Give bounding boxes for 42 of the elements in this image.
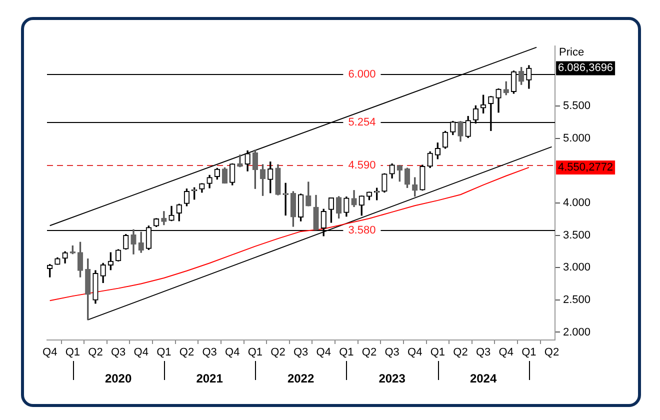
x-tick-label: Q2 xyxy=(88,346,103,359)
y-tick-label: 5.500 xyxy=(563,100,591,112)
ref-line-label: 5.254 xyxy=(348,116,376,129)
x-tick-label: Q1 xyxy=(156,346,172,359)
y-tick-label: 2.500 xyxy=(563,294,591,306)
y-tick-label: 3.000 xyxy=(563,262,591,274)
x-tick-label: Q4 xyxy=(225,346,240,359)
y-tick-label: 5.000 xyxy=(563,132,591,144)
annotation: 4.550,2772 xyxy=(558,161,614,174)
x-tick-label: Q4 xyxy=(316,346,331,359)
x-tick-label: Q3 xyxy=(476,346,491,359)
ref-line-label: 4.590 xyxy=(348,160,376,172)
x-tick-label: Q4 xyxy=(408,346,422,359)
ref-line-label: 3.580 xyxy=(348,224,376,237)
x-tick-label: Q4 xyxy=(134,346,148,359)
x-tick-label: Q2 xyxy=(362,346,377,359)
x-tick-label: Q1 xyxy=(339,346,354,359)
y-tick-label: 3.500 xyxy=(563,229,591,242)
x-tick-label: Q1 xyxy=(430,346,446,359)
annotation: 6.086,3696 xyxy=(558,62,614,74)
x-tick-label: Q4 xyxy=(42,346,58,359)
x-tick-label: Q3 xyxy=(293,346,308,359)
x2-tick-label: 2020 xyxy=(104,372,132,386)
x-tick-label: Q1 xyxy=(248,346,263,359)
x-tick-label: Q2 xyxy=(270,346,286,359)
x-tick-label: Q2 xyxy=(453,346,468,359)
x-tick-label: Q3 xyxy=(384,346,400,359)
y-tick-label: 2.000 xyxy=(563,326,591,338)
x-tick-label: Q3 xyxy=(202,346,217,359)
ref-line-label: 6.000 xyxy=(348,68,376,81)
x-tick-label: Q3 xyxy=(110,346,126,359)
x-tick-label: Q1 xyxy=(65,346,80,359)
y-axis-title: Price xyxy=(559,46,584,59)
x2-tick-label: 2021 xyxy=(196,372,224,386)
x-tick-label: Q4 xyxy=(498,346,514,359)
x-tick-label: Q2 xyxy=(544,346,560,359)
x2-tick-label: 2022 xyxy=(287,372,314,386)
x2-tick-label: 2023 xyxy=(378,372,406,386)
y-tick-label: 4.000 xyxy=(563,197,591,210)
x-tick-label: Q1 xyxy=(522,346,536,359)
x-tick-label: Q2 xyxy=(179,346,194,359)
x2-tick-label: 2024 xyxy=(470,372,497,386)
